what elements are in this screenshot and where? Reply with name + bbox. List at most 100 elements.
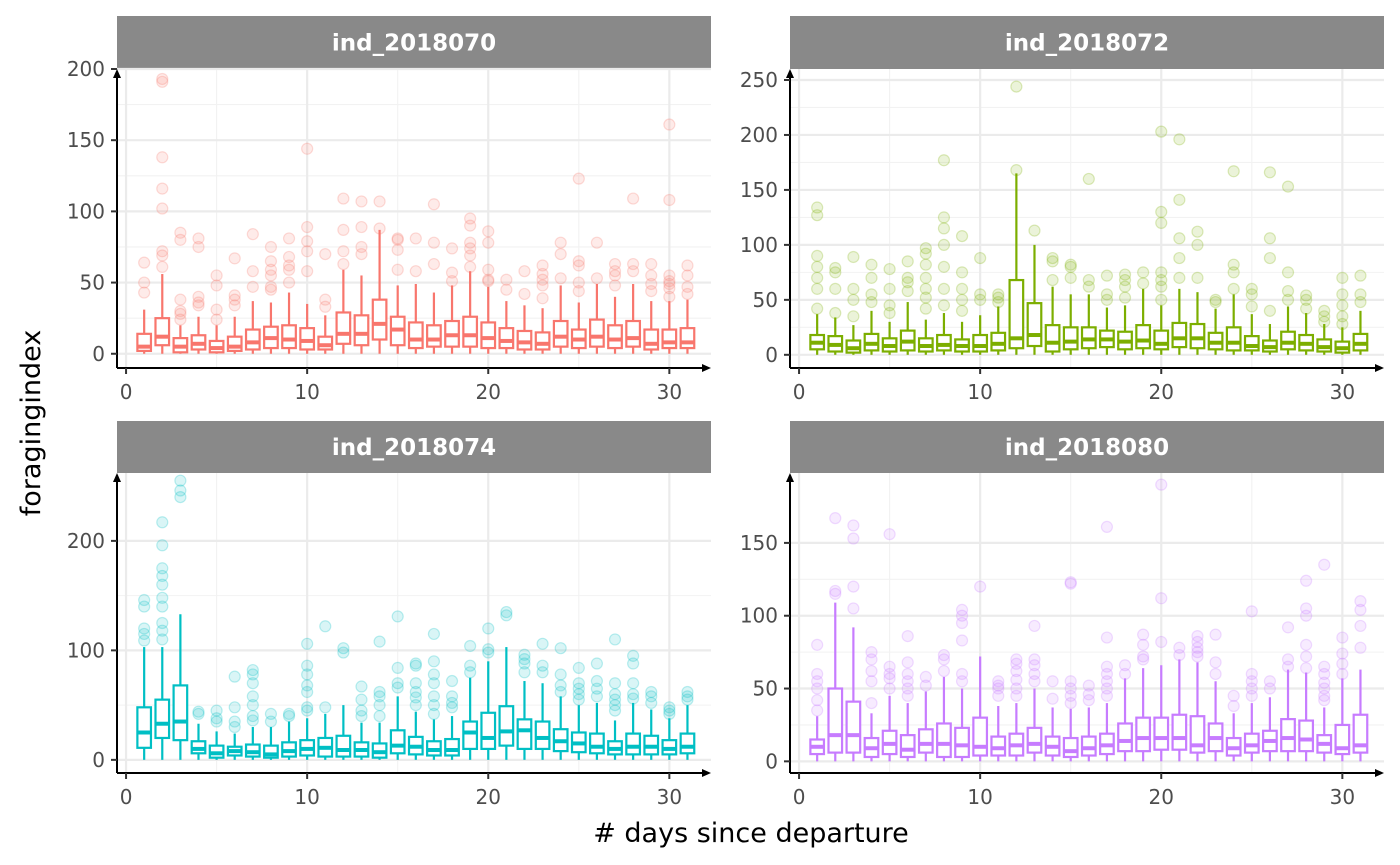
box-day-1 bbox=[809, 716, 826, 762]
outlier-point bbox=[156, 151, 169, 164]
outlier-point bbox=[1100, 667, 1114, 681]
outlier-point bbox=[627, 265, 640, 278]
box-iqr bbox=[281, 324, 297, 350]
outlier-point bbox=[919, 271, 932, 284]
outlier-point bbox=[210, 279, 223, 292]
outlier-point bbox=[992, 675, 1005, 688]
outlier-point bbox=[608, 699, 622, 712]
y-tick-label: 100 bbox=[67, 638, 105, 662]
outlier-point bbox=[373, 685, 386, 699]
outlier-point bbox=[663, 701, 676, 714]
outlier-point bbox=[1227, 689, 1240, 702]
panel-strip bbox=[790, 421, 1384, 473]
box-day-6 bbox=[226, 316, 243, 354]
x-tick-label: 20 bbox=[476, 785, 501, 809]
box-iqr bbox=[625, 319, 642, 348]
x-tick-label: 10 bbox=[294, 380, 319, 404]
y-tick-label: 150 bbox=[740, 178, 778, 202]
outlier-point bbox=[282, 263, 296, 276]
outlier-point bbox=[1245, 667, 1258, 681]
box-iqr bbox=[990, 331, 1007, 352]
box-iqr bbox=[845, 700, 862, 754]
outlier-point bbox=[937, 664, 951, 678]
outlier-point bbox=[228, 701, 241, 714]
box-day-20 bbox=[1153, 305, 1170, 355]
box-iqr bbox=[462, 720, 479, 751]
outlier-point bbox=[192, 299, 205, 312]
box-iqr bbox=[244, 328, 261, 351]
outlier-point bbox=[138, 256, 151, 269]
outlier-point bbox=[156, 260, 169, 274]
outlier-point bbox=[1227, 282, 1240, 295]
outlier-point bbox=[210, 712, 223, 725]
outlier-point bbox=[500, 605, 513, 619]
box-iqr bbox=[589, 318, 605, 348]
box-day-24 bbox=[1225, 294, 1242, 355]
outlier-point bbox=[264, 269, 278, 282]
outlier-point bbox=[919, 302, 932, 315]
outlier-point bbox=[955, 634, 969, 647]
outlier-point bbox=[246, 663, 259, 677]
panel-title: ind_2018074 bbox=[332, 435, 496, 461]
box-day-6 bbox=[226, 733, 243, 760]
box-iqr bbox=[480, 321, 497, 350]
outlier-point bbox=[1137, 266, 1150, 279]
outlier-point bbox=[138, 622, 151, 635]
y-tick-label: 50 bbox=[80, 271, 105, 295]
outlier-point bbox=[518, 657, 531, 670]
outlier-point bbox=[156, 539, 169, 552]
box-day-30 bbox=[1334, 327, 1351, 355]
box-day-22 bbox=[1189, 662, 1206, 762]
outlier-point bbox=[156, 72, 169, 86]
outlier-point bbox=[937, 222, 951, 235]
box-iqr bbox=[335, 311, 352, 345]
outlier-point bbox=[355, 247, 368, 261]
outlier-point bbox=[1281, 653, 1295, 666]
x-tick-label: 0 bbox=[793, 785, 806, 809]
box-day-9 bbox=[281, 721, 297, 760]
outlier-point bbox=[500, 283, 513, 296]
outlier-point bbox=[811, 209, 824, 222]
box-day-5 bbox=[208, 731, 225, 760]
outlier-point bbox=[847, 293, 860, 306]
outlier-point bbox=[1082, 679, 1095, 692]
axes: 0 100 200 0 10 20 30 bbox=[67, 473, 711, 809]
box-day-28 bbox=[625, 283, 642, 354]
outlier-point bbox=[1046, 255, 1059, 268]
outlier-point bbox=[937, 238, 951, 251]
y-axis-title: foragingindex bbox=[16, 330, 47, 516]
outlier-point bbox=[1281, 284, 1295, 298]
outlier-point bbox=[1046, 251, 1059, 265]
outlier-point bbox=[409, 685, 422, 699]
box-day-26 bbox=[1262, 697, 1278, 762]
outlier-point bbox=[865, 664, 878, 678]
outliers bbox=[138, 474, 694, 734]
box-day-4 bbox=[863, 713, 880, 762]
outlier-point bbox=[901, 689, 914, 702]
outlier-point bbox=[337, 192, 350, 205]
outlier-point bbox=[1209, 656, 1222, 669]
outlier-point bbox=[829, 512, 842, 525]
box-day-14 bbox=[1044, 286, 1061, 355]
outlier-point bbox=[955, 282, 969, 295]
box-iqr bbox=[1026, 726, 1043, 754]
outlier-point bbox=[1318, 558, 1331, 571]
box-day-28 bbox=[625, 702, 642, 760]
box-iqr bbox=[589, 732, 605, 755]
outlier-point bbox=[1137, 638, 1150, 651]
box-day-1 bbox=[136, 309, 153, 354]
box-iqr bbox=[154, 698, 171, 740]
outlier-point bbox=[883, 667, 896, 681]
outlier-point bbox=[319, 300, 332, 313]
outlier-point bbox=[228, 289, 241, 302]
outlier-point bbox=[301, 679, 314, 692]
outlier-point bbox=[391, 610, 404, 623]
outlier-point bbox=[264, 283, 278, 296]
outlier-point bbox=[156, 562, 169, 575]
outlier-point bbox=[156, 516, 169, 529]
outlier-point bbox=[554, 679, 567, 692]
x-tick-label: 0 bbox=[120, 785, 133, 809]
outlier-point bbox=[919, 242, 932, 255]
outlier-point bbox=[572, 255, 585, 268]
outlier-point bbox=[590, 682, 604, 695]
